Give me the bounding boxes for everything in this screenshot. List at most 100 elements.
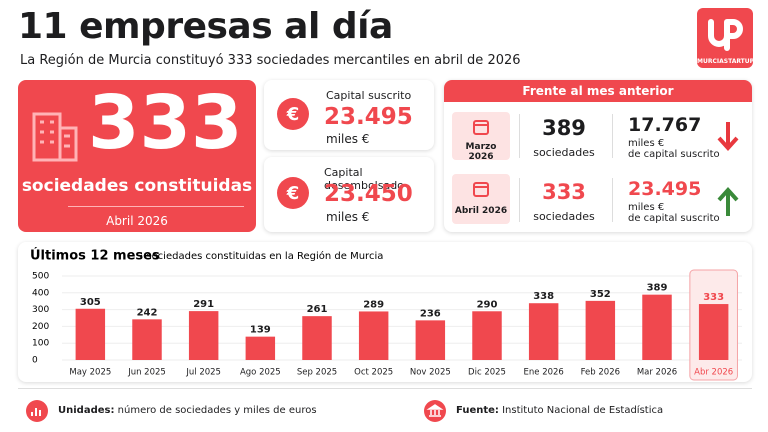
value-label: 290 (477, 299, 498, 310)
chart-subtitle: · sociedades constituidas en la Región d… (140, 250, 383, 262)
count-label: sociedades (533, 146, 595, 159)
up-arrow (717, 187, 739, 216)
capital-unit: miles € (628, 138, 665, 149)
x-tick-label: Jun 2025 (127, 368, 166, 378)
count: 389 (542, 116, 586, 140)
period: Marzo 2026 (465, 142, 497, 162)
hero-label: sociedades constituidas (21, 176, 253, 196)
count-label: sociedades (533, 210, 595, 223)
x-tick-label: May 2025 (69, 368, 111, 378)
building-icon (32, 112, 78, 162)
bar (415, 320, 446, 360)
bar (585, 300, 616, 360)
svg-text:€: € (286, 183, 300, 204)
y-tick-label: 100 (32, 339, 49, 349)
capital: 17.767 (628, 114, 702, 136)
value-label: 333 (703, 292, 724, 303)
value-label: 389 (647, 283, 668, 294)
hero-card: 333 sociedades constituidas Abril 2026 (18, 80, 256, 232)
footer-rule (18, 388, 752, 389)
logo-text: MURCIASTARTUP (697, 58, 755, 65)
capital-value: 23.495 (324, 104, 413, 130)
separator (612, 178, 613, 222)
value-label: 338 (533, 291, 554, 302)
bar (132, 319, 162, 360)
comparison-title: Frente al mes anterior (444, 80, 752, 102)
value-label: 261 (307, 304, 328, 315)
source-text: Instituto Nacional de Estadística (502, 405, 664, 416)
capital-label: de capital suscrito (628, 213, 720, 224)
chart-title: Últimos 12 meses (30, 248, 160, 264)
period: Abril 2026 (454, 206, 508, 216)
units-text: número de sociedades y miles de euros (117, 405, 317, 416)
x-tick-label: Ene 2026 (524, 368, 564, 378)
bar (188, 311, 219, 360)
capital-value: 23.450 (324, 181, 413, 207)
period-box: Abril 2026 (452, 174, 510, 224)
count: 333 (542, 180, 586, 204)
calendar-icon (473, 120, 489, 135)
y-tick-label: 300 (32, 305, 49, 315)
capital-label: Capital suscrito (326, 89, 412, 102)
logo-icon (708, 19, 743, 51)
y-tick-label: 500 (32, 272, 49, 282)
value-label: 139 (250, 325, 271, 336)
units-icon (26, 400, 48, 422)
capital-label: Capital desembolsado (324, 166, 404, 192)
bar (75, 308, 106, 360)
euro-icon: € (277, 177, 309, 209)
y-tick-label: 400 (32, 288, 49, 298)
bar (302, 316, 332, 360)
x-tick-label: Ago 2025 (240, 368, 281, 378)
subtitle: La Región de Murcia constituyó 333 socie… (20, 53, 521, 68)
calendar-icon (473, 182, 489, 197)
period-box: Marzo 2026 (452, 112, 510, 162)
title: 11 empresas al día (18, 6, 393, 47)
down-arrow (717, 122, 739, 151)
bar (698, 304, 729, 360)
divider (68, 206, 244, 207)
bar (642, 294, 672, 360)
bar (245, 336, 276, 360)
capital-unit: miles € (326, 132, 370, 146)
source-label: Fuente: (456, 405, 499, 416)
capital: 23.495 (628, 178, 702, 200)
y-tick-label: 200 (32, 322, 49, 332)
x-tick-label: Abr 2026 (694, 368, 733, 378)
x-tick-label: Nov 2025 (410, 368, 451, 378)
capital-unit: miles € (326, 210, 370, 224)
bar (472, 311, 502, 360)
capital-card: € Capital desembolsado 23.450 miles € (264, 157, 434, 232)
value-label: 352 (590, 289, 611, 300)
units-label: Unidades: (58, 405, 115, 416)
bar (528, 303, 559, 360)
x-tick-label: Mar 2026 (637, 368, 677, 378)
hero-value: 333 (88, 80, 243, 166)
logo: MURCIASTARTUP (697, 8, 755, 68)
separator (612, 114, 613, 158)
value-label: 242 (137, 307, 158, 318)
y-tick-label: 0 (32, 356, 38, 366)
source-icon (424, 400, 446, 422)
value-label: 291 (193, 299, 214, 310)
capital-unit: miles € (628, 202, 665, 213)
x-tick-label: Jul 2025 (185, 368, 221, 378)
value-label: 305 (80, 297, 101, 308)
capital-label: de capital suscrito (628, 149, 720, 160)
chart-panel: Últimos 12 meses · sociedades constituid… (18, 242, 752, 382)
x-tick-label: Sep 2025 (297, 368, 337, 378)
x-tick-label: Oct 2025 (354, 368, 393, 378)
separator (519, 178, 520, 222)
svg-text:€: € (286, 104, 300, 125)
units: Unidades: número de sociedades y miles d… (58, 405, 317, 416)
value-label: 236 (420, 308, 441, 319)
separator (519, 114, 520, 158)
bar (358, 311, 389, 360)
value-label: 289 (363, 299, 384, 310)
chart: Últimos 12 meses · sociedades constituid… (30, 248, 742, 381)
source: Fuente: Instituto Nacional de Estadístic… (456, 405, 663, 416)
capital-card: € Capital suscrito 23.495 miles € (264, 80, 434, 150)
comparison-panel: Frente al mes anterior Marzo 2026 389 so… (444, 80, 752, 232)
x-tick-label: Dic 2025 (468, 368, 506, 378)
